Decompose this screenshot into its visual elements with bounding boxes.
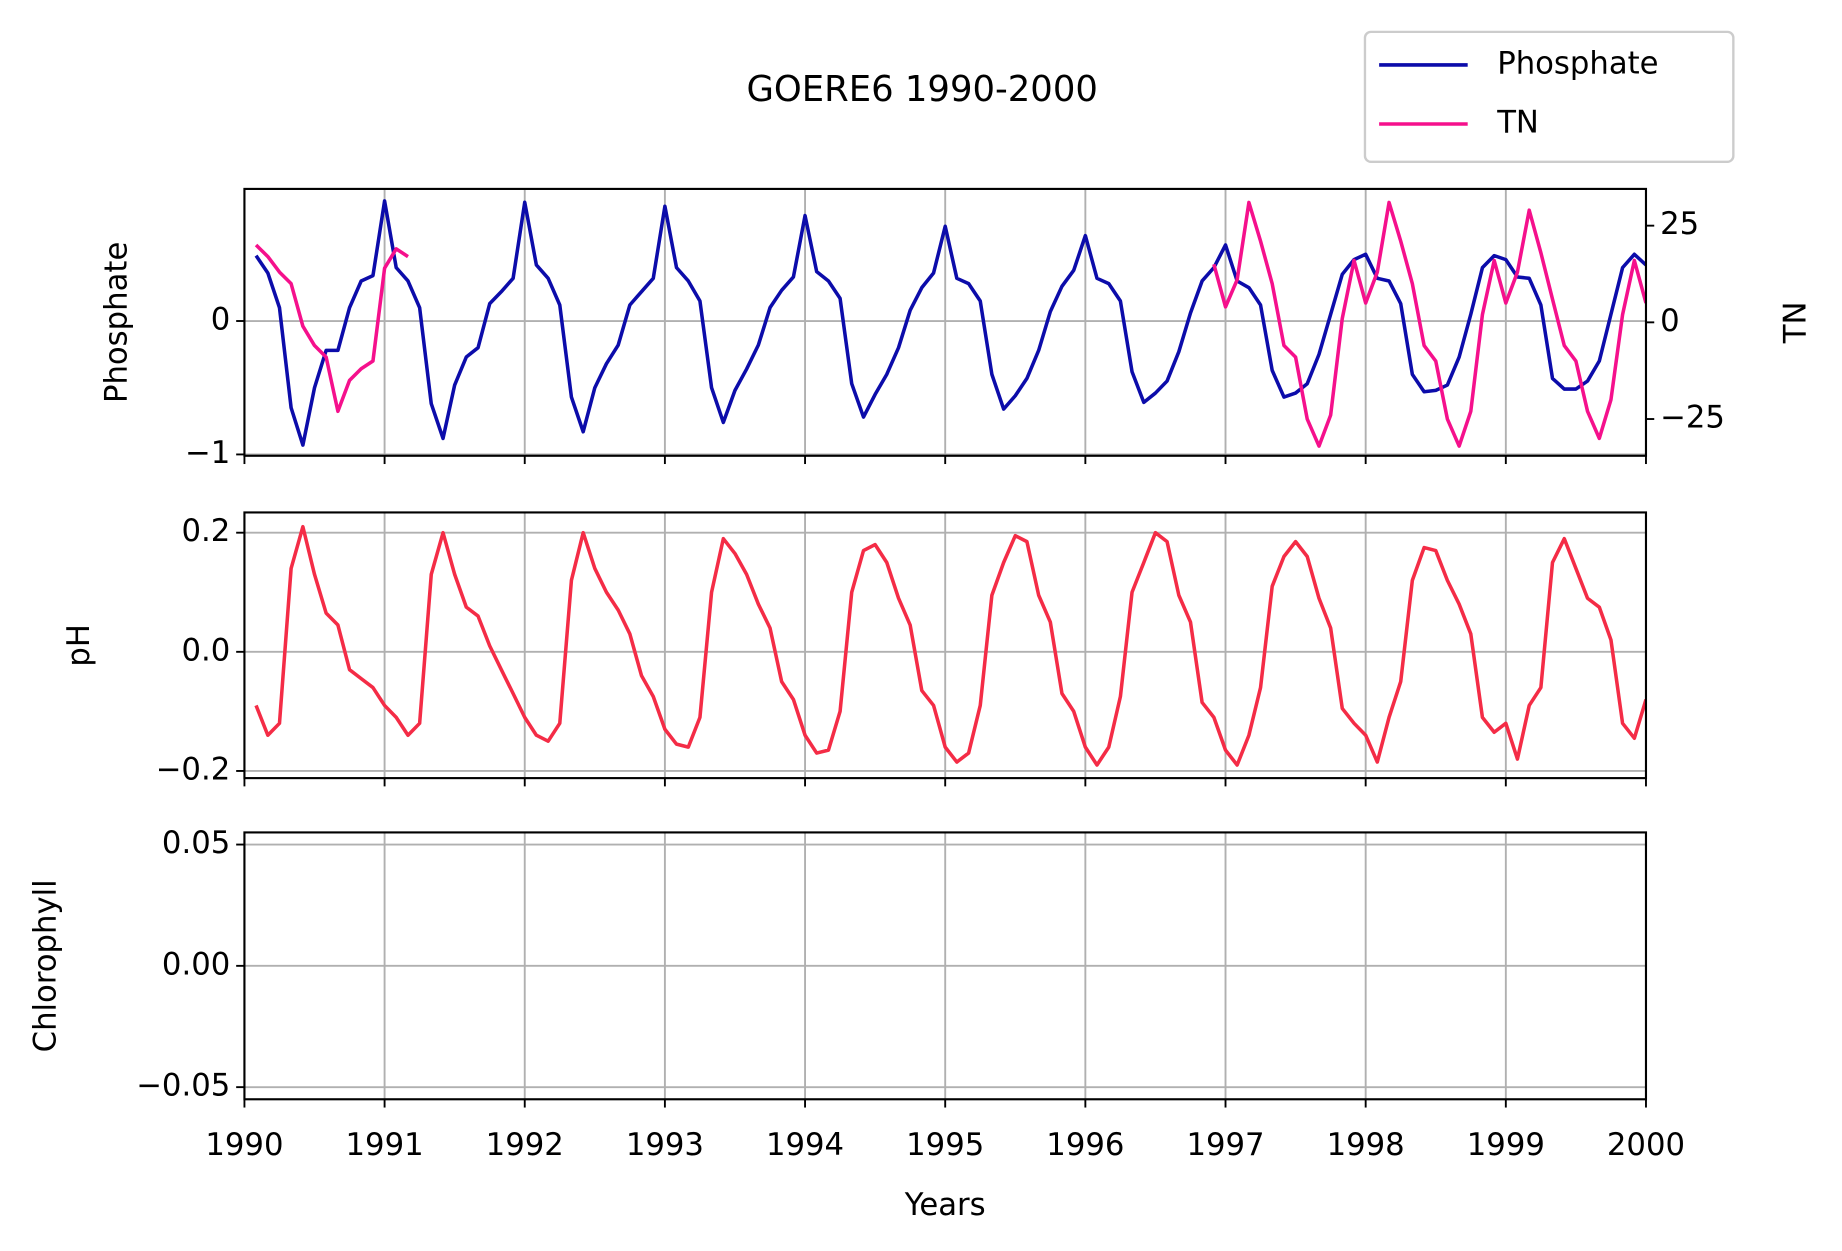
y-tick-label: 0.05	[162, 826, 230, 861]
axes-frame	[243, 831, 1648, 1101]
x-tick-label: 1991	[346, 1128, 424, 1163]
x-tick-label: 1998	[1327, 1128, 1405, 1163]
y-tick-label: −1	[185, 436, 230, 471]
y-axis-label: Chlorophyll	[29, 879, 64, 1052]
x-tick-label: 1999	[1467, 1128, 1545, 1163]
y-tick-label: 0.2	[181, 514, 230, 549]
x-tick-label: 1990	[205, 1128, 283, 1163]
legend-label: Phosphate	[1497, 46, 1658, 81]
x-tick-label: 1994	[766, 1128, 844, 1163]
y2-tick-label: 25	[1660, 207, 1699, 242]
y-tick-label: 0.0	[181, 633, 230, 668]
x-tick-label: 2000	[1607, 1128, 1685, 1163]
y2-tick-label: −25	[1660, 401, 1725, 436]
x-tick-label: 1997	[1186, 1128, 1264, 1163]
x-axis-label: Years	[904, 1188, 986, 1223]
y2-axis-label: TN	[1779, 301, 1814, 344]
x-tick-label: 1992	[486, 1128, 564, 1163]
y-tick-label: 0.00	[162, 947, 230, 982]
x-tick-label: 1996	[1046, 1128, 1124, 1163]
data-line	[254, 199, 1646, 447]
y2-tick-label: 0	[1660, 304, 1680, 339]
data-line	[254, 524, 1646, 767]
y-axis-label: Phosphate	[100, 242, 135, 403]
axes-frame	[243, 187, 1648, 457]
y-tick-label: −0.05	[136, 1069, 230, 1104]
y-axis-label: pH	[62, 624, 97, 667]
y-tick-label: −0.2	[156, 752, 231, 787]
legend-label: TN	[1496, 105, 1539, 140]
axes-frame	[243, 511, 1648, 780]
data-line	[254, 200, 1646, 448]
y-tick-label: 0	[211, 303, 231, 338]
x-tick-label: 1993	[626, 1128, 704, 1163]
chart-title: GOERE6 1990-2000	[746, 69, 1097, 110]
x-tick-label: 1995	[906, 1128, 984, 1163]
